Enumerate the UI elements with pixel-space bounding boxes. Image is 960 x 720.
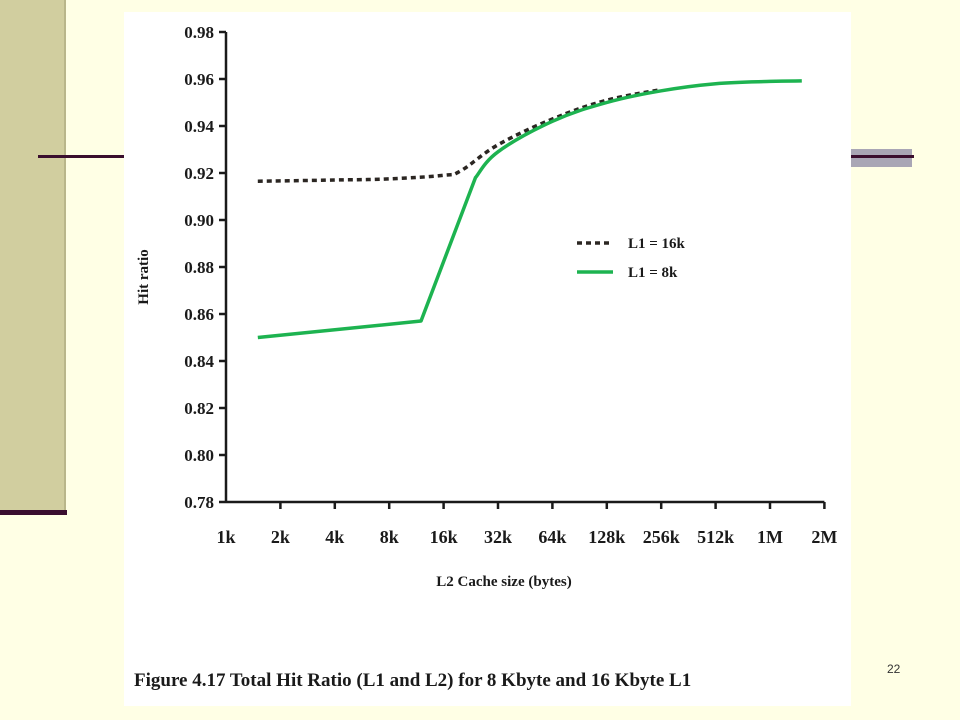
y-tick-label: 0.86 xyxy=(184,305,214,324)
y-tick-label: 0.92 xyxy=(184,164,214,183)
title-rule-right-shade xyxy=(848,149,912,167)
x-axis-title: L2 Cache size (bytes) xyxy=(436,574,571,590)
y-tick-label: 0.84 xyxy=(184,352,214,371)
series-lines xyxy=(257,79,802,340)
y-tick-label: 0.78 xyxy=(184,493,214,512)
title-rule-left xyxy=(38,155,128,158)
x-tick-label: 32k xyxy=(484,527,512,547)
legend-label: L1 = 16k xyxy=(628,236,686,252)
x-tick-label: 64k xyxy=(538,527,566,547)
x-tick-label: 2M xyxy=(811,527,837,547)
title-rule-right xyxy=(848,155,914,158)
legend-label: L1 = 8k xyxy=(628,265,678,281)
figure-caption: Figure 4.17 Total Hit Ratio (L1 and L2) … xyxy=(134,670,692,691)
y-tick-label: 0.94 xyxy=(184,117,214,136)
x-tick-label: 1k xyxy=(216,527,235,547)
y-tick-label: 0.96 xyxy=(184,70,214,89)
x-tick-label: 2k xyxy=(271,527,290,547)
x-tick-label: 8k xyxy=(380,527,399,547)
x-tick-label: 4k xyxy=(325,527,344,547)
x-tick-label: 16k xyxy=(430,527,458,547)
axes: 0.78 0.80 0.82 0.84 0.86 0.88 0.90 0.92 0.94 0.96… xyxy=(184,23,837,547)
legend: L1 = 16k L1 = 8k xyxy=(577,236,686,281)
page-number: 22 xyxy=(887,662,901,676)
y-tick-label: 0.98 xyxy=(184,23,214,42)
figure-panel xyxy=(124,12,851,706)
x-tick-label: 512k xyxy=(697,527,734,547)
y-tick-label: 0.80 xyxy=(184,446,214,465)
y-tick-label: 0.82 xyxy=(184,399,214,418)
y-tick-label: 0.90 xyxy=(184,211,214,230)
x-tick-label: 256k xyxy=(643,527,680,547)
y-axis-title: Hit ratio xyxy=(136,249,152,304)
side-decoration-bar xyxy=(0,0,66,510)
y-tick-label: 0.88 xyxy=(184,258,214,277)
series-line-l1-8k xyxy=(257,79,802,340)
x-tick-label: 1M xyxy=(757,527,783,547)
x-tick-label: 128k xyxy=(588,527,625,547)
side-divider-rule xyxy=(0,510,67,515)
